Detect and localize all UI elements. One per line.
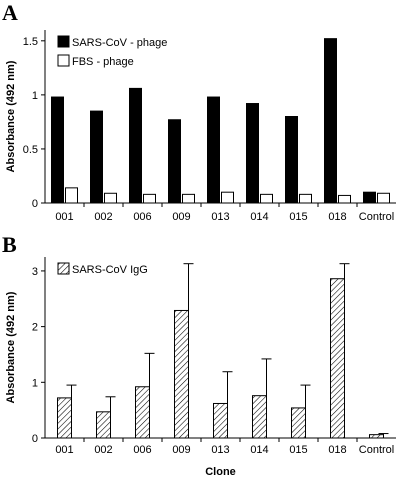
x-tick-label-b: 014 xyxy=(250,444,268,456)
bar-a-s1-006 xyxy=(143,193,156,204)
bar-a-s0-018 xyxy=(324,38,337,204)
legend-swatch-a-0 xyxy=(57,35,70,48)
y-tick-label-b: 3 xyxy=(32,266,38,278)
bar-a-s0-006 xyxy=(129,87,142,204)
x-tick-label-b: 009 xyxy=(172,444,190,456)
panel-a-letter: A xyxy=(2,0,18,25)
y-tick-label-a: 1.5 xyxy=(23,36,38,48)
x-tick-label-a: 015 xyxy=(289,211,307,223)
x-tick-label-a: 002 xyxy=(94,211,112,223)
bar-b-s0-009 xyxy=(174,309,189,439)
x-tick-label-a: 013 xyxy=(211,211,229,223)
legend-swatch-a-1 xyxy=(57,54,70,67)
bar-b-s0-013 xyxy=(213,402,228,439)
y-axis-title-b: Absorbance (492 nm) xyxy=(5,291,17,403)
x-tick-label-a: 018 xyxy=(328,211,346,223)
y-tick-label-a: 0.5 xyxy=(23,144,38,156)
bar-a-s1-015 xyxy=(299,193,312,204)
bar-a-s0-014 xyxy=(246,103,259,204)
bar-a-s0-Control xyxy=(363,191,376,204)
bar-a-s0-013 xyxy=(207,96,220,204)
chart-a: 0 0.5 1 1.5 Absorbance (492 nm) 001 002 006 009 0… xyxy=(5,30,396,223)
y-tick-label-a: 1 xyxy=(32,90,38,102)
chart-b: 0 1 2 3 Absorbance (492 nm) 001 002 006 009 013 01… xyxy=(5,257,396,478)
y-tick-label-b: 1 xyxy=(32,377,38,389)
x-tick-label-b: 018 xyxy=(328,444,346,456)
bar-b-s0-014 xyxy=(252,395,267,439)
x-tick-label-b: 006 xyxy=(133,444,151,456)
bar-a-s1-002 xyxy=(104,192,117,204)
y-tick-label-a: 0 xyxy=(32,198,38,210)
bar-a-s0-001 xyxy=(51,96,64,204)
x-tick-label-a: Control xyxy=(359,211,394,223)
bar-a-s1-018 xyxy=(338,194,351,204)
legend-swatch-b-0 xyxy=(57,262,70,275)
x-axis-title-b: Clone xyxy=(205,466,236,478)
legend-label-a-0: SARS-CoV - phage xyxy=(72,37,167,49)
legend-label-b-0: SARS-CoV IgG xyxy=(72,264,148,276)
x-tick-label-a: 006 xyxy=(133,211,151,223)
bar-a-s1-Control xyxy=(377,192,390,204)
y-tick-label-b: 0 xyxy=(32,433,38,445)
x-tick-label-b: 001 xyxy=(55,444,73,456)
bar-b-s0-015 xyxy=(291,407,306,439)
legend-label-a-1: FBS - phage xyxy=(72,56,134,68)
y-tick-label-b: 2 xyxy=(32,322,38,334)
bar-a-s1-009 xyxy=(182,193,195,204)
x-tick-label-a: 014 xyxy=(250,211,268,223)
panel-b-letter: B xyxy=(2,232,17,257)
bar-a-s1-014 xyxy=(260,193,273,204)
bar-a-s1-013 xyxy=(221,191,234,204)
bar-b-s0-002 xyxy=(96,411,111,439)
bar-a-s0-009 xyxy=(168,119,181,204)
x-tick-label-a: 001 xyxy=(55,211,73,223)
x-tick-label-b: 015 xyxy=(289,444,307,456)
x-tick-label-b: 013 xyxy=(211,444,229,456)
bar-b-s0-001 xyxy=(57,397,72,439)
bar-b-s0-006 xyxy=(135,386,150,439)
bar-a-s1-001 xyxy=(65,187,78,204)
bar-b-s0-018 xyxy=(330,278,345,439)
x-tick-label-a: 009 xyxy=(172,211,190,223)
x-tick-label-b: Control xyxy=(359,444,394,456)
y-axis-title-a: Absorbance (492 nm) xyxy=(5,60,17,172)
bar-b-s0-Control xyxy=(369,434,384,439)
bar-a-s0-002 xyxy=(90,110,103,204)
x-tick-label-b: 002 xyxy=(94,444,112,456)
bar-a-s0-015 xyxy=(285,116,298,204)
